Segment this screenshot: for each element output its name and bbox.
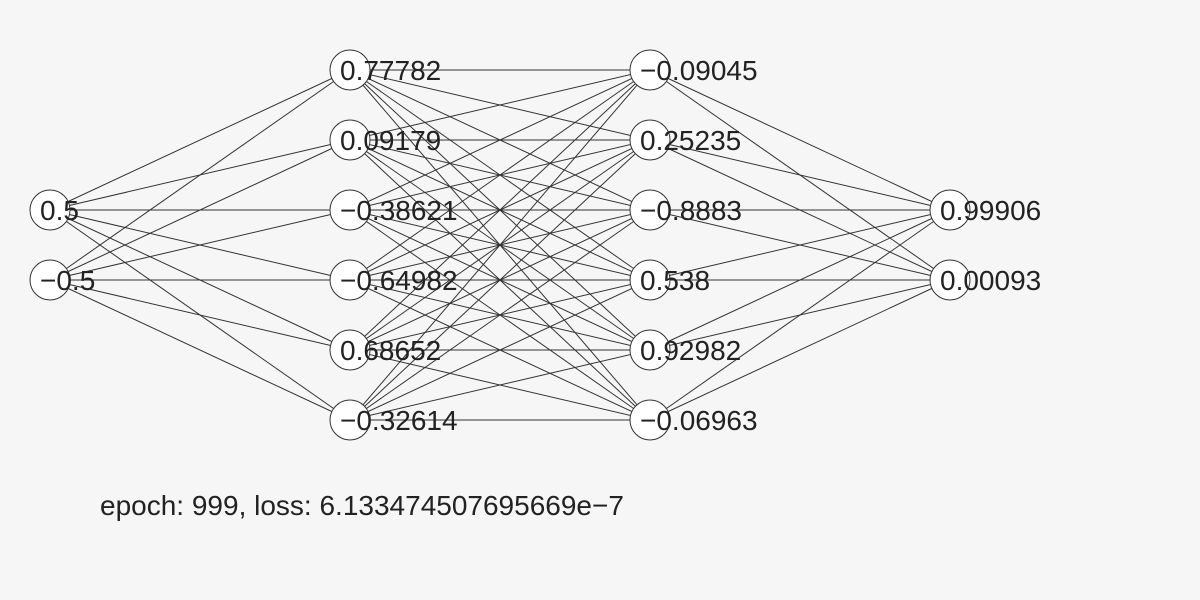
node-circle <box>329 399 371 441</box>
node-circle <box>929 259 971 301</box>
node-l3-n0: 0.99906 <box>929 189 1041 231</box>
node-value-label: −0.09045 <box>640 55 758 86</box>
node-l1-n2: −0.38621 <box>329 189 458 231</box>
edge-l0-n1-to-n4 <box>49 279 351 351</box>
node-value-label: 0.92982 <box>640 335 741 366</box>
edge-l1-n4-to-n0 <box>349 69 651 351</box>
node-value-label: 0.68652 <box>340 335 441 366</box>
edge-l1-n5-to-n1 <box>349 139 651 421</box>
node-value-label: 0.77782 <box>340 55 441 86</box>
node-value-label: −0.06963 <box>640 405 758 436</box>
edge-l0-n0-to-n0 <box>49 69 351 211</box>
node-circle <box>629 259 671 301</box>
edge-l0-n1-to-n1 <box>49 139 351 281</box>
edge-l1-n5-to-n3 <box>349 279 651 421</box>
node-value-label: 0.99906 <box>940 195 1041 226</box>
node-circle <box>629 49 671 91</box>
node-l2-n3: 0.538 <box>629 259 710 301</box>
training-status: epoch: 999, loss: 6.133474507695669e−7 <box>100 490 624 521</box>
edge-l0-n1-to-n5 <box>49 279 351 421</box>
node-l1-n4: 0.68652 <box>329 329 441 371</box>
node-l0-n0: 0.5 <box>29 189 79 231</box>
node-l2-n4: 0.92982 <box>629 329 741 371</box>
edge-l2-n0-to-n0 <box>649 69 951 211</box>
node-circle <box>29 189 71 231</box>
node-circle <box>329 119 371 161</box>
node-l1-n1: 0.09179 <box>329 119 441 161</box>
node-value-label: 0.5 <box>40 195 79 226</box>
node-value-label: −0.32614 <box>340 405 458 436</box>
node-l1-n0: 0.77782 <box>329 49 441 91</box>
node-l2-n1: 0.25235 <box>629 119 741 161</box>
edge-l1-n1-to-n0 <box>349 69 651 141</box>
node-l1-n3: −0.64982 <box>329 259 458 301</box>
node-l3-n1: 0.00093 <box>929 259 1041 301</box>
edge-l2-n5-to-n1 <box>649 279 951 421</box>
node-l2-n0: −0.09045 <box>629 49 758 91</box>
node-l1-n5: −0.32614 <box>329 399 458 441</box>
node-value-label: −0.38621 <box>340 195 458 226</box>
node-circle <box>629 119 671 161</box>
node-circle <box>929 189 971 231</box>
node-circle <box>629 399 671 441</box>
node-circle <box>329 189 371 231</box>
node-value-label: 0.00093 <box>940 265 1041 296</box>
node-value-label: −0.5 <box>40 265 95 296</box>
edge-l2-n3-to-n0 <box>649 209 951 281</box>
node-l2-n2: −0.8883 <box>629 189 742 231</box>
node-l0-n1: −0.5 <box>29 259 95 301</box>
edge-l2-n5-to-n0 <box>649 209 951 421</box>
node-value-label: −0.64982 <box>340 265 458 296</box>
edge-l1-n3-to-n0 <box>349 69 651 281</box>
edge-l1-n5-to-n2 <box>349 209 651 421</box>
edge-l1-n5-to-n0 <box>349 69 651 421</box>
node-value-label: −0.8883 <box>640 195 742 226</box>
edge-l2-n1-to-n0 <box>649 139 951 211</box>
node-value-label: 0.09179 <box>340 125 441 156</box>
edge-l0-n1-to-n2 <box>49 209 351 281</box>
edges-group <box>49 69 951 421</box>
node-circle <box>629 189 671 231</box>
edge-l2-n4-to-n0 <box>649 209 951 351</box>
node-value-label: 0.25235 <box>640 125 741 156</box>
nodes-group: 0.5 −0.5 0.77782 0.09179 −0.38621 −0.64982 0.6… <box>29 49 1041 441</box>
node-circle <box>329 49 371 91</box>
edge-l1-n5-to-n4 <box>349 349 651 421</box>
edge-l1-n2-to-n0 <box>349 69 651 211</box>
node-circle <box>329 329 371 371</box>
node-value-label: 0.538 <box>640 265 710 296</box>
node-l2-n5: −0.06963 <box>629 399 758 441</box>
node-circle <box>29 259 71 301</box>
edge-l0-n1-to-n0 <box>49 69 351 281</box>
node-circle <box>329 259 371 301</box>
node-circle <box>629 329 671 371</box>
